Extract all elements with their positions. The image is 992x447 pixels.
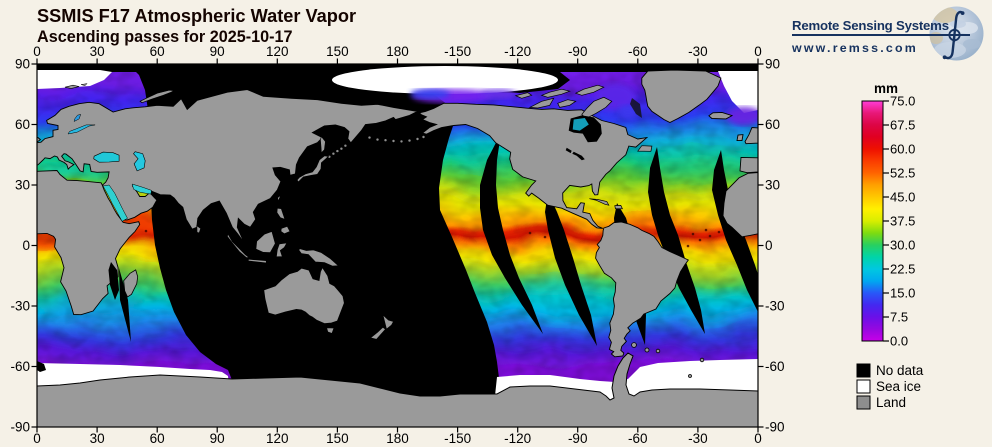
svg-text:0: 0 (765, 238, 773, 253)
svg-text:60: 60 (150, 44, 165, 59)
svg-text:37.5: 37.5 (890, 214, 915, 229)
svg-text:0.0: 0.0 (890, 334, 908, 349)
svg-text:-60: -60 (628, 44, 648, 59)
svg-text:30.0: 30.0 (890, 238, 915, 253)
svg-text:-120: -120 (504, 431, 531, 446)
svg-text:75.0: 75.0 (890, 94, 915, 109)
svg-text:150: 150 (326, 431, 349, 446)
svg-text:90: 90 (15, 57, 30, 72)
svg-text:60: 60 (765, 117, 780, 132)
svg-text:30: 30 (90, 44, 105, 59)
svg-text:52.5: 52.5 (890, 166, 915, 181)
svg-text:90: 90 (210, 44, 225, 59)
svg-text:-150: -150 (444, 44, 471, 59)
svg-text:-90: -90 (765, 420, 785, 435)
svg-text:SSMIS F17 Atmospheric Water Va: SSMIS F17 Atmospheric Water Vapor (37, 6, 356, 26)
svg-text:30: 30 (15, 178, 30, 193)
svg-text:Remote Sensing Systems: Remote Sensing Systems (792, 18, 949, 33)
svg-text:30: 30 (90, 431, 105, 446)
svg-text:-30: -30 (10, 299, 30, 314)
svg-text:45.0: 45.0 (890, 190, 915, 205)
svg-text:15.0: 15.0 (890, 286, 915, 301)
svg-text:30: 30 (765, 178, 780, 193)
svg-text:0: 0 (22, 238, 30, 253)
svg-text:22.5: 22.5 (890, 262, 915, 277)
svg-text:90: 90 (765, 57, 780, 72)
svg-text:60.0: 60.0 (890, 142, 915, 157)
svg-text:-60: -60 (628, 431, 648, 446)
svg-text:www.remss.com: www.remss.com (791, 41, 918, 55)
svg-text:-120: -120 (504, 44, 531, 59)
svg-text:-90: -90 (10, 420, 30, 435)
svg-text:0: 0 (33, 44, 41, 59)
svg-text:180: 180 (386, 431, 409, 446)
svg-text:-60: -60 (765, 359, 785, 374)
svg-text:mm: mm (874, 81, 898, 96)
svg-text:7.5: 7.5 (890, 310, 908, 325)
svg-text:60: 60 (15, 117, 30, 132)
svg-text:No data: No data (876, 363, 924, 378)
svg-text:0: 0 (754, 431, 762, 446)
svg-text:120: 120 (266, 44, 289, 59)
svg-text:-150: -150 (444, 431, 471, 446)
svg-text:150: 150 (326, 44, 349, 59)
svg-text:0: 0 (33, 431, 41, 446)
svg-text:-90: -90 (568, 44, 588, 59)
svg-text:90: 90 (210, 431, 225, 446)
svg-text:Sea ice: Sea ice (876, 379, 921, 394)
svg-text:-60: -60 (10, 359, 30, 374)
svg-text:-30: -30 (688, 431, 708, 446)
svg-text:120: 120 (266, 431, 289, 446)
svg-text:180: 180 (386, 44, 409, 59)
svg-text:-30: -30 (765, 299, 785, 314)
svg-text:0: 0 (754, 44, 762, 59)
svg-text:-30: -30 (688, 44, 708, 59)
svg-text:60: 60 (150, 431, 165, 446)
svg-text:-90: -90 (568, 431, 588, 446)
svg-text:67.5: 67.5 (890, 118, 915, 133)
svg-text:Ascending passes for 2025-10-1: Ascending passes for 2025-10-17 (37, 28, 293, 46)
svg-text:Land: Land (876, 395, 906, 410)
